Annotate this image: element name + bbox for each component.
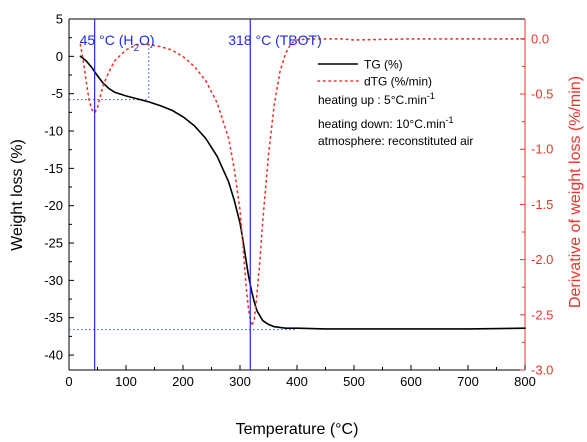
y-right-axis: 0.0 -0.5 -1.0 -1.5 -2.0 -2.5 -3.0 xyxy=(520,31,553,378)
y-right-tick-label: -1.0 xyxy=(531,142,553,157)
y-left-tick-label: -15 xyxy=(44,161,63,176)
plot-frame xyxy=(68,18,526,371)
x-tick-label: 700 xyxy=(457,374,479,389)
y-left-tick-label: -20 xyxy=(44,198,63,213)
x-tick-label: 300 xyxy=(229,374,251,389)
y-right-tick-label: -0.5 xyxy=(531,87,553,102)
x-tick-label: 600 xyxy=(400,374,422,389)
x-tick-label: 0 xyxy=(65,374,72,389)
legend-label-dtg: dTG (%/min) xyxy=(364,75,432,89)
y-left-tick-label: -5 xyxy=(51,86,63,101)
x-tick-label: 800 xyxy=(514,374,536,389)
y-left-tick-label: -40 xyxy=(44,348,63,363)
y-left-tick-label: -10 xyxy=(44,124,63,139)
y-right-tick-label: -1.5 xyxy=(531,197,553,212)
x-tick-label: 500 xyxy=(343,374,365,389)
legend-label-tg: TG (%) xyxy=(364,58,403,72)
x-axis-title: Temperature (°C) xyxy=(236,421,359,438)
note-text: heating down: 10°C.min-1 xyxy=(318,115,454,131)
y-left-axis-title: Weight loss (%) xyxy=(9,139,26,251)
series-lines xyxy=(79,38,526,330)
x-tick-label: 100 xyxy=(115,374,137,389)
y-right-tick-label: 0.0 xyxy=(531,31,549,46)
note-text: atmosphere: reconstituted air xyxy=(318,134,473,148)
notes: heating up : 5°C.min-1 heating down: 10°C… xyxy=(318,91,473,148)
annotations: 45 °C (H2O) 318 °C (TBOT) xyxy=(80,19,322,370)
dtg-series-line xyxy=(79,38,526,327)
y-left-tick-label: -25 xyxy=(44,236,63,251)
legend: TG (%) dTG (%/min) xyxy=(317,58,432,89)
note-text: heating up : 5°C.min-1 xyxy=(318,91,435,107)
x-tick-label: 400 xyxy=(286,374,308,389)
y-right-tick-label: -2.5 xyxy=(531,307,553,322)
y-right-tick-label: -3.0 xyxy=(531,363,553,378)
guide-lines xyxy=(69,44,297,331)
y-left-tick-label: -35 xyxy=(44,310,63,325)
y-right-axis-title: Derivative of weight loss (%/min) xyxy=(567,76,584,308)
y-left-tick-label: 5 xyxy=(56,12,63,27)
y-right-tick-label: -2.0 xyxy=(531,252,553,267)
y-left-tick-label: 0 xyxy=(56,49,63,64)
annotation-label: 318 °C (TBOT) xyxy=(228,32,322,48)
x-tick-label: 200 xyxy=(172,374,194,389)
y-left-tick-label: -30 xyxy=(44,273,63,288)
annotation-label: 45 °C (H2O) xyxy=(80,32,155,54)
x-axis: 0 100 200 300 400 500 600 700 800 xyxy=(65,365,536,389)
y-left-axis: 5 0 -5 -10 -15 -20 -25 -30 -35 -40 xyxy=(44,12,74,363)
tg-series-line xyxy=(79,55,526,330)
